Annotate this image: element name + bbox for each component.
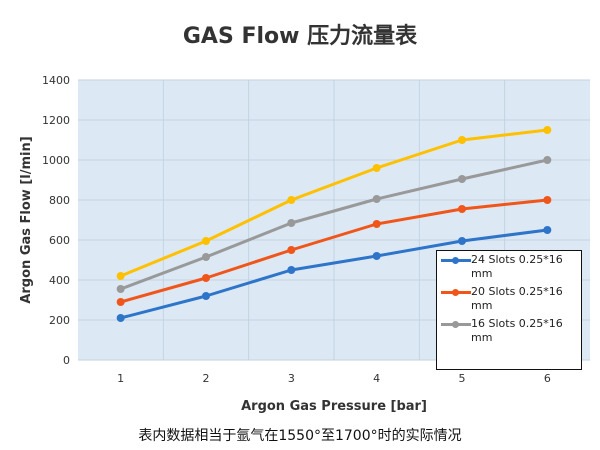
data-point	[458, 175, 466, 183]
x-tick-label: 4	[373, 372, 380, 385]
y-tick-label: 1000	[42, 154, 70, 167]
data-point	[372, 220, 381, 228]
legend: 24 Slots 0.25*16 mm 20 Slots 0.25*16 mm 16…	[436, 250, 582, 370]
y-tick-label: 1400	[42, 74, 70, 87]
series-line	[120, 158, 548, 291]
legend-label: 24 Slots 0.25*16 mm	[471, 253, 563, 280]
data-point	[458, 237, 466, 245]
legend-item: 24 Slots 0.25*16 mm	[441, 253, 577, 281]
y-axis-label: Argon Gas Flow [l/min]	[19, 136, 34, 303]
x-tick-label: 2	[203, 372, 210, 385]
chart-caption: 表内数据相当于氩气在1550°至1700°时的实际情况	[138, 428, 462, 444]
data-point	[202, 292, 210, 300]
legend-label: 20 Slots 0.25*16 mm	[471, 285, 563, 312]
data-point	[202, 237, 210, 245]
data-point	[287, 266, 296, 274]
y-tick-label: 400	[49, 274, 70, 287]
data-point	[458, 136, 466, 144]
data-point	[202, 274, 210, 282]
series-line	[120, 128, 548, 278]
data-point	[372, 195, 381, 203]
legend-item: 16 Slots 0.25*16 mm	[441, 317, 577, 345]
x-tick-label: 3	[288, 372, 295, 385]
data-point	[372, 252, 381, 260]
legend-label: 16 Slots 0.25*16 mm	[471, 317, 563, 344]
data-point	[543, 226, 552, 234]
y-tick-label: 200	[49, 314, 70, 327]
data-point	[116, 314, 125, 322]
data-point	[543, 196, 552, 204]
data-point	[116, 272, 125, 280]
data-point	[372, 164, 381, 172]
y-tick-label: 800	[49, 194, 70, 207]
data-point	[543, 126, 552, 134]
data-point	[116, 298, 125, 306]
data-point	[116, 285, 125, 293]
y-tick-label: 600	[49, 234, 70, 247]
series-line	[120, 228, 548, 320]
data-point	[287, 196, 296, 204]
legend-swatch	[441, 285, 471, 299]
y-tick-label: 0	[63, 354, 70, 367]
x-tick-label: 5	[459, 372, 466, 385]
x-axis-label: Argon Gas Pressure [bar]	[241, 399, 427, 414]
data-point	[543, 156, 552, 164]
data-point	[287, 246, 296, 254]
legend-swatch	[441, 253, 471, 267]
data-point	[202, 253, 210, 261]
x-tick-label: 1	[117, 372, 124, 385]
data-point	[287, 219, 296, 227]
chart-title: GAS Flow 压力流量表	[182, 24, 418, 49]
y-tick-label: 1200	[42, 114, 70, 127]
data-point	[458, 205, 466, 213]
series-line	[120, 198, 548, 304]
legend-swatch	[441, 317, 471, 331]
legend-item: 20 Slots 0.25*16 mm	[441, 285, 577, 313]
x-tick-label: 6	[544, 372, 551, 385]
